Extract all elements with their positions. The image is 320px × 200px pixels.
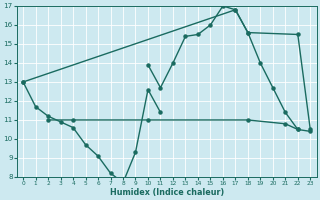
X-axis label: Humidex (Indice chaleur): Humidex (Indice chaleur): [109, 188, 224, 197]
